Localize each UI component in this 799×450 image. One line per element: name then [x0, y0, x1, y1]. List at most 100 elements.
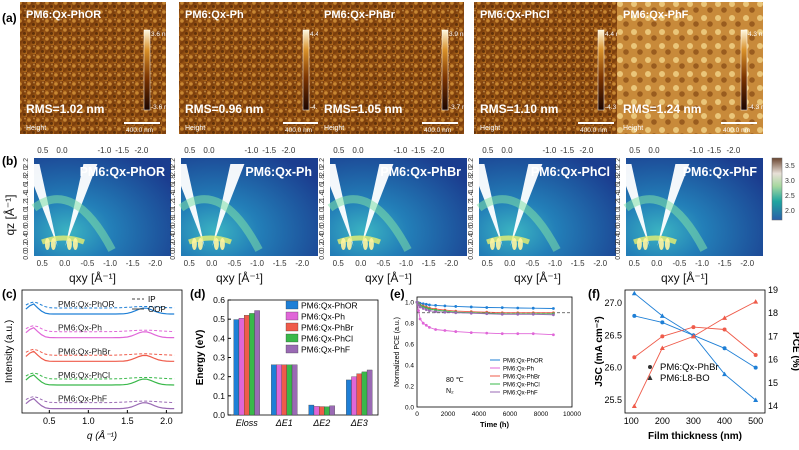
giwaxs-qx-tick: -2.0 — [740, 259, 754, 268]
giwaxs-qx-tick: -1.0 — [695, 259, 709, 268]
giwaxs-qz-tick: 1.6 — [319, 183, 326, 193]
giwaxs-qz-tick: 0.4 — [23, 233, 30, 243]
afm-scale-bar-label: 400.0 nm — [424, 127, 451, 134]
giwaxs-colorbar-tick: 2.5 — [785, 193, 795, 200]
stability-point — [500, 306, 504, 310]
giwaxs-qz-tick: 1.4 — [319, 191, 326, 201]
giwaxs-top-tick: -1.0 — [245, 146, 259, 155]
energy-bar — [276, 364, 282, 416]
stability-point — [417, 303, 420, 307]
thickness-point — [691, 325, 696, 330]
giwaxs-top-tick: -1.5 — [560, 146, 574, 155]
thickness-point — [753, 299, 759, 304]
energy-bar — [254, 310, 260, 416]
giwaxs-qz-tick: 2.0 — [468, 166, 475, 176]
giwaxs-qz-tick: 0.2 — [615, 242, 622, 252]
profile-series-label: PM6:Qx-Ph — [58, 323, 102, 333]
energy-bar — [361, 371, 368, 416]
legend-label: PM6:Qx-PhF — [503, 391, 538, 397]
y2-axis-label: PCE (%) — [790, 332, 799, 371]
y-axis-label: JSC (mA cm⁻²) — [594, 316, 605, 386]
oop-profile-line — [25, 350, 175, 362]
afm-colorbar — [143, 29, 151, 111]
stability-point — [421, 302, 425, 306]
profile-series-label: PM6:Qx-PhOR — [58, 299, 115, 309]
panel-c-line-profiles: PM6:Qx-PhOR PM6:Qx-Ph PM6:Qx-PhBr PM6:Qx-Ph… — [4, 289, 183, 442]
legend-marker — [648, 365, 652, 369]
giwaxs-xlabel: qxy [Å⁻¹] — [69, 270, 116, 285]
giwaxs-pi-stacking-arc — [327, 195, 412, 252]
giwaxs-top-tick: -2.0 — [430, 146, 444, 155]
giwaxs-qx-tick: -2.0 — [444, 259, 458, 268]
stability-point — [434, 310, 437, 314]
stability-point — [454, 305, 458, 308]
stability-point — [421, 307, 425, 310]
stability-point — [552, 333, 555, 337]
giwaxs-qz-tick: 0.0 — [23, 250, 30, 260]
giwaxs-pi-stacking-arc — [178, 195, 263, 252]
giwaxs-top-tick: 0.0 — [352, 146, 364, 155]
y-tick-label: 0.0 — [213, 410, 225, 420]
giwaxs-qz-tick: 1.0 — [615, 208, 622, 218]
stability-point — [469, 311, 473, 315]
giwaxs-qx-tick: -0.5 — [228, 259, 242, 268]
giwaxs-qx-tick: -0.5 — [673, 259, 687, 268]
x-tick-label: 100 — [624, 416, 639, 426]
thickness-point — [660, 334, 665, 339]
stability-point — [485, 331, 489, 335]
afm-colorbar-max: 4.4 nm — [605, 31, 625, 38]
energy-bar — [329, 405, 335, 416]
x-tick-label: 400 — [717, 416, 732, 426]
thickness-series-line — [634, 326, 756, 358]
giwaxs-qz-tick: 0.6 — [170, 225, 177, 235]
y-tick-label: 0.4 — [405, 363, 414, 370]
afm-height-map — [318, 2, 464, 134]
afm-rms-label: RMS=1.05 nm — [324, 102, 402, 116]
x-tick-label: 0 — [415, 411, 419, 418]
giwaxs-pattern: 0.5 0.0 -1.0 -1.5 -2.0PM6:Qx-PhF0.00.20.40.6… — [615, 146, 763, 285]
ip-profile-line — [25, 372, 175, 380]
legend-label: PM6:Qx-Ph — [301, 312, 345, 322]
stability-point — [443, 304, 447, 308]
giwaxs-colorbar-tick: 2.0 — [785, 208, 795, 215]
giwaxs-qz-tick: 2.2 — [170, 158, 177, 168]
giwaxs-xlabel: qxy [Å⁻¹] — [661, 270, 708, 285]
afm-scale-bar-label: 400.0 nm — [580, 127, 607, 134]
x-tick-label: 300 — [686, 416, 701, 426]
afm-image: PM6:Qx-PhOR RMS=1.02 nm Height 3.6 nm -3.6 n… — [20, 2, 173, 134]
giwaxs-colorbar-tick: 3.5 — [785, 163, 795, 170]
giwaxs-qz-tick: 1.0 — [319, 208, 326, 218]
y-tick-label: 27.0 — [604, 298, 622, 308]
giwaxs-qx-tick: 0.0 — [651, 259, 663, 268]
y-tick-label: 0.4 — [213, 333, 225, 343]
stability-point — [424, 323, 428, 327]
afm-height-map — [617, 2, 763, 134]
giwaxs-top-tick: -1.0 — [690, 146, 704, 155]
category-tick-label: ΔE3 — [350, 418, 368, 428]
giwaxs-top-tick: 0.5 — [482, 146, 494, 155]
giwaxs-sample-label: PM6:Qx-PhF — [683, 165, 758, 179]
afm-colorbar-min: -3.7 nm — [449, 104, 471, 111]
afm-colorbar — [597, 29, 605, 111]
giwaxs-qx-tick: 0.0 — [59, 259, 71, 268]
stability-point — [531, 306, 535, 310]
afm-height-map — [474, 2, 620, 134]
stability-point — [469, 331, 473, 335]
giwaxs-qz-tick: 0.8 — [615, 216, 622, 226]
giwaxs-top-tick: -1.5 — [411, 146, 425, 155]
giwaxs-qz-tick: 1.8 — [319, 175, 326, 185]
legend-oop-label: OOP — [148, 305, 166, 314]
thickness-point — [631, 290, 637, 296]
axes-frame — [416, 296, 573, 408]
y2-tick-label: 19 — [768, 285, 778, 295]
category-tick-label: Eloss — [236, 418, 259, 428]
x-tick-label: 200 — [655, 416, 670, 426]
x-tick-label: 1.5 — [121, 416, 134, 426]
energy-bar — [291, 364, 298, 416]
afm-height-label: Height — [26, 125, 46, 132]
oop-profile-line — [25, 303, 175, 315]
giwaxs-qz-tick: 2.0 — [615, 166, 622, 176]
giwaxs-qz-tick: 0.8 — [23, 216, 30, 226]
giwaxs-qx-tick: -0.5 — [377, 259, 391, 268]
